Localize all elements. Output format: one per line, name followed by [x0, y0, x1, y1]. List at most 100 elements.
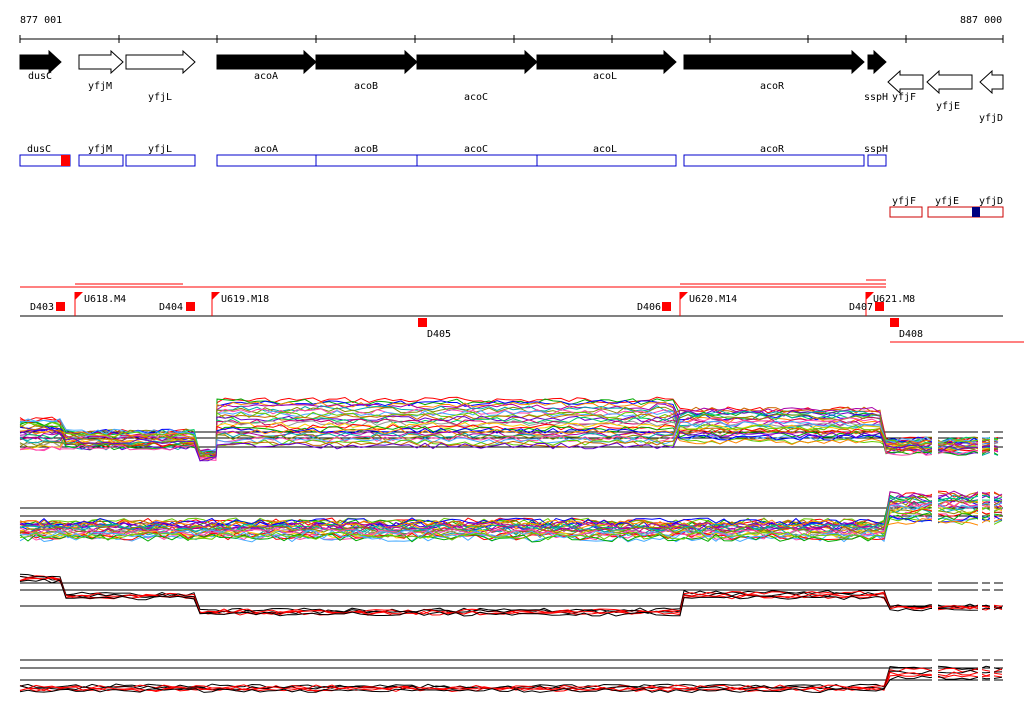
- track-gap: [978, 425, 982, 695]
- coordinate-ruler: 877 001 887 000: [19, 15, 1004, 43]
- gene-arrow-acoL[interactable]: [536, 49, 677, 75]
- gene-box-label-sspH: sspH: [864, 144, 888, 155]
- expression-trace: [19, 671, 1003, 692]
- expression-trace: [19, 515, 1003, 527]
- gene-box-yfjL[interactable]: [125, 154, 196, 167]
- gene-label-yfjL: yfjL: [148, 92, 172, 103]
- gene-box-acoB[interactable]: [315, 154, 418, 167]
- gene-box-label-acoA: acoA: [254, 144, 278, 155]
- gene-arrow-yfjL[interactable]: [125, 49, 196, 75]
- gene-box-label-acoB: acoB: [354, 144, 378, 155]
- expression-trace: [19, 490, 1003, 531]
- gene-label-acoC: acoC: [464, 92, 488, 103]
- expression-trace: [19, 422, 999, 459]
- gene-box-acoL[interactable]: [536, 154, 677, 167]
- expression-trace: [19, 428, 999, 462]
- expression-trace: [19, 675, 1003, 694]
- expression-trace: [19, 398, 999, 457]
- gene-box-label-yfjF: yfjF: [892, 196, 916, 207]
- gene-arrow-track: dusC yfjM yfjL acoA acoB acoC acoL acoR sspH yfjF…: [19, 49, 1004, 124]
- gene-box-yfjM[interactable]: [78, 154, 124, 167]
- downstream-marker-D408: D408: [899, 329, 923, 340]
- expression-trace: [19, 413, 999, 458]
- gene-box-label-acoR: acoR: [760, 144, 785, 155]
- box-highlight: [972, 207, 980, 217]
- gene-arrow-acoC[interactable]: [416, 49, 538, 75]
- expression-panel-2: [19, 490, 1003, 543]
- expression-trace: [19, 578, 1003, 617]
- gene-box-sspH[interactable]: [867, 154, 887, 167]
- downstream-marker-D403: D403: [30, 302, 54, 313]
- expression-trace: [19, 575, 1003, 615]
- expression-trace: [19, 499, 1003, 537]
- upstream-flag-icon[interactable]: [75, 292, 83, 300]
- gene-box-track: dusC yfjM yfjL acoA acoB acoC acoL acoR sspH yfjF…: [19, 144, 1004, 218]
- expression-trace: [19, 399, 999, 459]
- track-gap: [932, 425, 938, 695]
- expression-trace: [19, 417, 999, 459]
- gene-arrow-yfjM[interactable]: [78, 49, 124, 75]
- gene-label-acoR: acoR: [760, 81, 785, 92]
- expression-trace: [19, 420, 999, 458]
- expression-trace: [20, 502, 1003, 539]
- gene-box-acoC[interactable]: [416, 154, 538, 167]
- gene-box-label-acoC: acoC: [464, 144, 488, 155]
- gene-box-acoR[interactable]: [683, 154, 865, 167]
- gene-arrow-acoR[interactable]: [683, 49, 865, 75]
- gene-box-label-dusC: dusC: [27, 144, 51, 155]
- gene-label-acoB: acoB: [354, 81, 378, 92]
- gene-label-dusC: dusC: [28, 71, 52, 82]
- downstream-marker-D407: D407: [849, 302, 873, 313]
- downstream-marker-D404: D404: [159, 302, 183, 313]
- coord-start-label: 877 001: [20, 15, 62, 26]
- expression-trace: [19, 665, 1003, 689]
- gene-arrow-dusC[interactable]: [19, 49, 62, 75]
- gene-box-acoA[interactable]: [216, 154, 317, 167]
- gene-arrow-yfjF[interactable]: [887, 69, 924, 95]
- gene-arrow-sspH[interactable]: [867, 49, 887, 75]
- expression-trace: [19, 396, 999, 456]
- upstream-flag-icon[interactable]: [212, 292, 220, 300]
- box-highlight: [61, 155, 70, 166]
- downstream-marker-icon[interactable]: [418, 318, 427, 327]
- downstream-marker-icon[interactable]: [186, 302, 195, 311]
- upstream-flag-icon[interactable]: [680, 292, 688, 300]
- downstream-marker-D405: D405: [427, 329, 451, 340]
- downstream-marker-icon[interactable]: [890, 318, 899, 327]
- gene-arrow-yfjD[interactable]: [979, 69, 1004, 95]
- gene-label-acoL: acoL: [593, 71, 617, 82]
- upstream-marker-U620.M14: U620.M14: [689, 294, 737, 305]
- gene-box-yfjF[interactable]: [889, 206, 923, 218]
- upstream-marker-U619.M18: U619.M18: [221, 294, 269, 305]
- expression-trace: [19, 494, 1003, 533]
- downstream-marker-icon[interactable]: [56, 302, 65, 311]
- gene-box-label-yfjD: yfjD: [979, 196, 1003, 207]
- track-gap: [990, 425, 994, 695]
- expression-panel-1: [19, 396, 1003, 462]
- gene-box-label-acoL: acoL: [593, 144, 617, 155]
- gene-label-yfjE: yfjE: [936, 101, 960, 112]
- expression-panel-4: [19, 659, 1003, 694]
- downstream-marker-icon[interactable]: [662, 302, 671, 311]
- expression-trace: [19, 420, 999, 456]
- upstream-marker-U618.M4: U618.M4: [84, 294, 126, 305]
- gene-arrow-acoB[interactable]: [315, 49, 418, 75]
- coord-end-label: 887 000: [960, 15, 1002, 26]
- upstream-flag-icon[interactable]: [866, 292, 874, 300]
- gene-label-acoA: acoA: [254, 71, 278, 82]
- gene-arrow-yfjE[interactable]: [926, 69, 973, 95]
- expression-trace: [19, 506, 1003, 541]
- expression-trace: [19, 401, 999, 460]
- expression-trace: [19, 421, 999, 458]
- expression-panel-3: [19, 573, 1003, 617]
- gene-box-yfjE[interactable]: [927, 206, 1004, 218]
- expression-trace: [19, 503, 1003, 537]
- expression-panels: [19, 396, 1003, 695]
- gene-arrow-acoA[interactable]: [216, 49, 317, 75]
- expression-trace: [19, 517, 1003, 527]
- downstream-marker-icon[interactable]: [875, 302, 884, 311]
- gene-label-yfjD: yfjD: [979, 113, 1003, 124]
- expression-trace: [19, 418, 999, 453]
